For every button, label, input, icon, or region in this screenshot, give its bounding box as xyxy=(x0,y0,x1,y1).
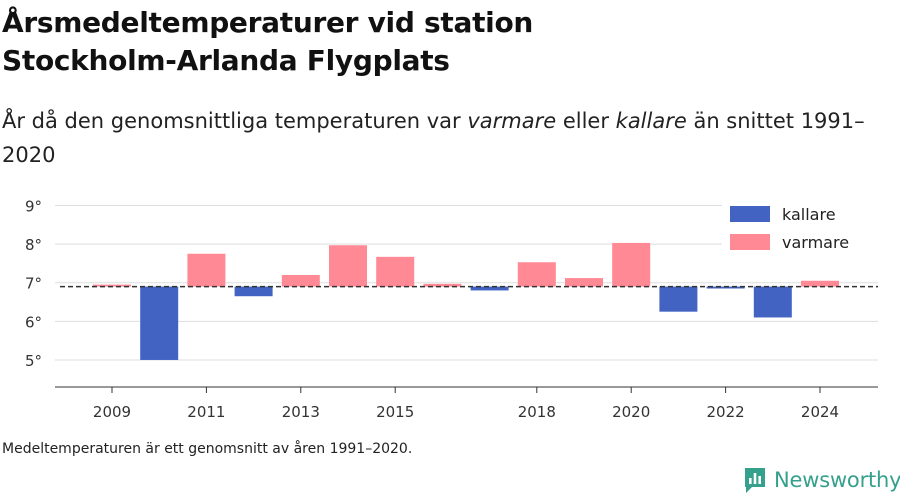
legend-label-warmer: varmare xyxy=(782,233,849,252)
subtitle-part-3: än snittet 1991–2020 xyxy=(2,109,865,167)
x-tick-label: 2018 xyxy=(518,403,556,421)
x-tick-label: 2011 xyxy=(187,403,225,421)
bar-2021 xyxy=(659,286,698,312)
legend-swatch-warmer xyxy=(730,234,770,250)
x-tick-label: 2024 xyxy=(801,403,839,421)
bar-chart: 5° 6° 7° 8° 9° 2009 2011 2013 2015 2018 2020 2022 20… xyxy=(25,197,882,421)
x-tick-label: 2009 xyxy=(93,403,131,421)
bar-2009 xyxy=(93,284,131,287)
bar-2010 xyxy=(140,286,179,360)
bar-2019 xyxy=(565,278,603,287)
chart-subtitle: År då den genomsnittliga temperaturen va… xyxy=(2,104,882,172)
y-tick-label: 9° xyxy=(25,197,42,215)
newsworthy-logo: Newsworthy xyxy=(743,466,900,494)
bar-2020 xyxy=(612,242,651,287)
bar-2015 xyxy=(376,256,415,287)
bar-2018 xyxy=(517,262,556,287)
bar-2014 xyxy=(329,245,367,287)
bar-2022 xyxy=(706,286,745,289)
legend-label-colder: kallare xyxy=(782,205,836,224)
y-tick-label: 7° xyxy=(25,275,42,293)
bar-2011 xyxy=(187,253,226,287)
bar-2024 xyxy=(801,280,839,287)
brand-name: Newsworthy xyxy=(774,468,900,492)
chart-title: Årsmedeltemperaturer vid station Stockho… xyxy=(2,4,533,80)
subtitle-colder: kallare xyxy=(615,109,687,133)
x-tick-label: 2022 xyxy=(707,403,745,421)
y-tick-label: 8° xyxy=(25,236,42,254)
x-tick-label: 2013 xyxy=(282,403,320,421)
title-line-1: Årsmedeltemperaturer vid station xyxy=(2,6,534,39)
bar-2017 xyxy=(470,286,509,291)
x-tick-label: 2020 xyxy=(612,403,650,421)
bar-2016 xyxy=(423,283,462,287)
y-tick-label: 5° xyxy=(25,352,42,370)
bar-2013 xyxy=(281,274,320,287)
subtitle-warmer: varmare xyxy=(467,109,557,133)
y-tick-label: 6° xyxy=(25,313,42,331)
subtitle-part-2: eller xyxy=(556,109,616,133)
newsworthy-icon xyxy=(745,468,765,493)
x-tick-label: 2015 xyxy=(376,403,414,421)
bar-2012 xyxy=(234,286,273,297)
footnote: Medeltemperaturen är ett genomsnitt av å… xyxy=(2,441,413,457)
bar-2023 xyxy=(753,286,792,318)
title-line-2: Stockholm-Arlanda Flygplats xyxy=(2,44,450,77)
subtitle-part-1: År då den genomsnittliga temperaturen va… xyxy=(2,109,468,133)
legend-swatch-colder xyxy=(730,206,770,222)
